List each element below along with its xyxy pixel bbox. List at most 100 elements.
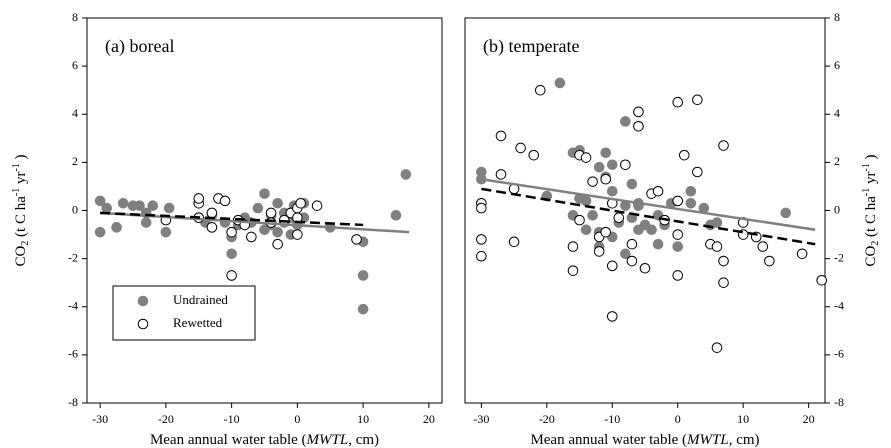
data-point	[272, 197, 283, 209]
data-point	[606, 185, 618, 197]
data-point	[678, 149, 690, 161]
data-point	[593, 246, 605, 257]
y-tick-label: -4	[834, 299, 844, 313]
y-tick-label: 6	[834, 58, 840, 72]
x-tick-label: -20	[158, 412, 174, 426]
data-point	[219, 195, 231, 207]
data-point	[351, 234, 362, 245]
x-tick-label: 20	[803, 412, 815, 426]
fit-line	[481, 177, 816, 231]
y-tick-label: -6	[68, 347, 78, 361]
data-point	[692, 166, 703, 178]
data-point	[252, 202, 264, 214]
legend-marker	[137, 295, 149, 307]
data-point	[626, 178, 638, 190]
data-point	[101, 202, 113, 214]
data-point	[600, 226, 612, 238]
data-point	[633, 106, 644, 118]
data-point	[94, 226, 106, 238]
data-point	[580, 224, 592, 236]
x-tick-label: 10	[737, 412, 749, 426]
data-point	[567, 265, 579, 276]
legend-box	[112, 285, 256, 341]
data-point	[567, 241, 579, 252]
legend-label: Rewetted	[173, 315, 223, 330]
y-tick-label: -8	[834, 395, 844, 409]
y-axis-label: CO2 (t C ha-1 yr-1 )	[861, 154, 881, 266]
data-point	[593, 161, 605, 173]
data-point	[495, 130, 507, 142]
legend-marker	[137, 318, 149, 330]
y-label-part: )	[863, 154, 879, 163]
data-point	[272, 238, 283, 250]
data-point	[711, 342, 723, 353]
data-point	[508, 236, 520, 248]
y-label-part: -1	[11, 163, 22, 171]
data-point	[292, 229, 303, 240]
y-label-part: -1	[11, 188, 22, 196]
x-label-part: MWTL	[306, 432, 349, 448]
data-point	[580, 195, 592, 207]
data-point	[515, 142, 526, 154]
x-label-part: , cm)	[348, 432, 379, 448]
data-point	[672, 195, 684, 207]
data-point	[226, 226, 237, 238]
x-label-part: Mean annual water table (	[530, 432, 687, 448]
data-point	[639, 262, 651, 274]
data-point	[718, 255, 729, 267]
y-tick-label: 2	[834, 154, 840, 168]
y-tick-label: 2	[72, 154, 78, 168]
data-point	[796, 248, 808, 260]
x-label-part: , cm)	[729, 432, 760, 448]
x-tick-label: 0	[675, 412, 681, 426]
data-point	[134, 200, 145, 211]
data-point	[606, 260, 618, 272]
y-tick-label: -6	[834, 347, 844, 361]
x-tick-label: -30	[92, 412, 108, 426]
data-point	[574, 214, 585, 226]
data-point	[476, 234, 487, 245]
data-point	[357, 303, 369, 315]
data-point	[600, 147, 612, 159]
y-tick-label: -2	[68, 250, 78, 264]
data-point	[672, 96, 684, 108]
data-point	[672, 229, 684, 240]
y-tick-label: 4	[72, 106, 78, 120]
data-point	[718, 140, 729, 151]
x-label-part: Mean annual water table (	[150, 432, 307, 448]
data-point	[147, 200, 159, 211]
data-point	[193, 193, 205, 204]
plot-frame	[464, 17, 826, 404]
data-point	[311, 200, 323, 211]
fit-line	[481, 187, 816, 246]
data-point	[587, 176, 598, 187]
data-point	[626, 255, 638, 267]
y-tick-label: 6	[72, 58, 78, 72]
y-label-part: yr	[13, 172, 29, 188]
y-label-part: -1	[861, 163, 872, 171]
data-point	[94, 195, 106, 207]
y-label-part: 2	[20, 241, 31, 246]
data-point	[206, 222, 218, 233]
x-tick-label: -10	[604, 412, 620, 426]
data-point	[633, 120, 644, 132]
data-point	[672, 241, 684, 252]
data-point	[652, 185, 664, 197]
data-point	[554, 77, 566, 89]
y-tick-label: 0	[72, 202, 78, 216]
data-point	[259, 188, 270, 199]
data-point	[295, 197, 306, 209]
legend: Undrained Rewetted	[112, 285, 256, 341]
x-tick-label: -20	[539, 412, 555, 426]
data-point	[606, 311, 618, 322]
data-point	[711, 241, 723, 252]
y-label-part: CO	[13, 246, 29, 267]
data-point	[390, 210, 402, 221]
x-tick-label: -30	[473, 412, 489, 426]
y-label-part: CO	[863, 246, 879, 267]
data-point	[226, 270, 237, 281]
data-point	[246, 231, 257, 243]
